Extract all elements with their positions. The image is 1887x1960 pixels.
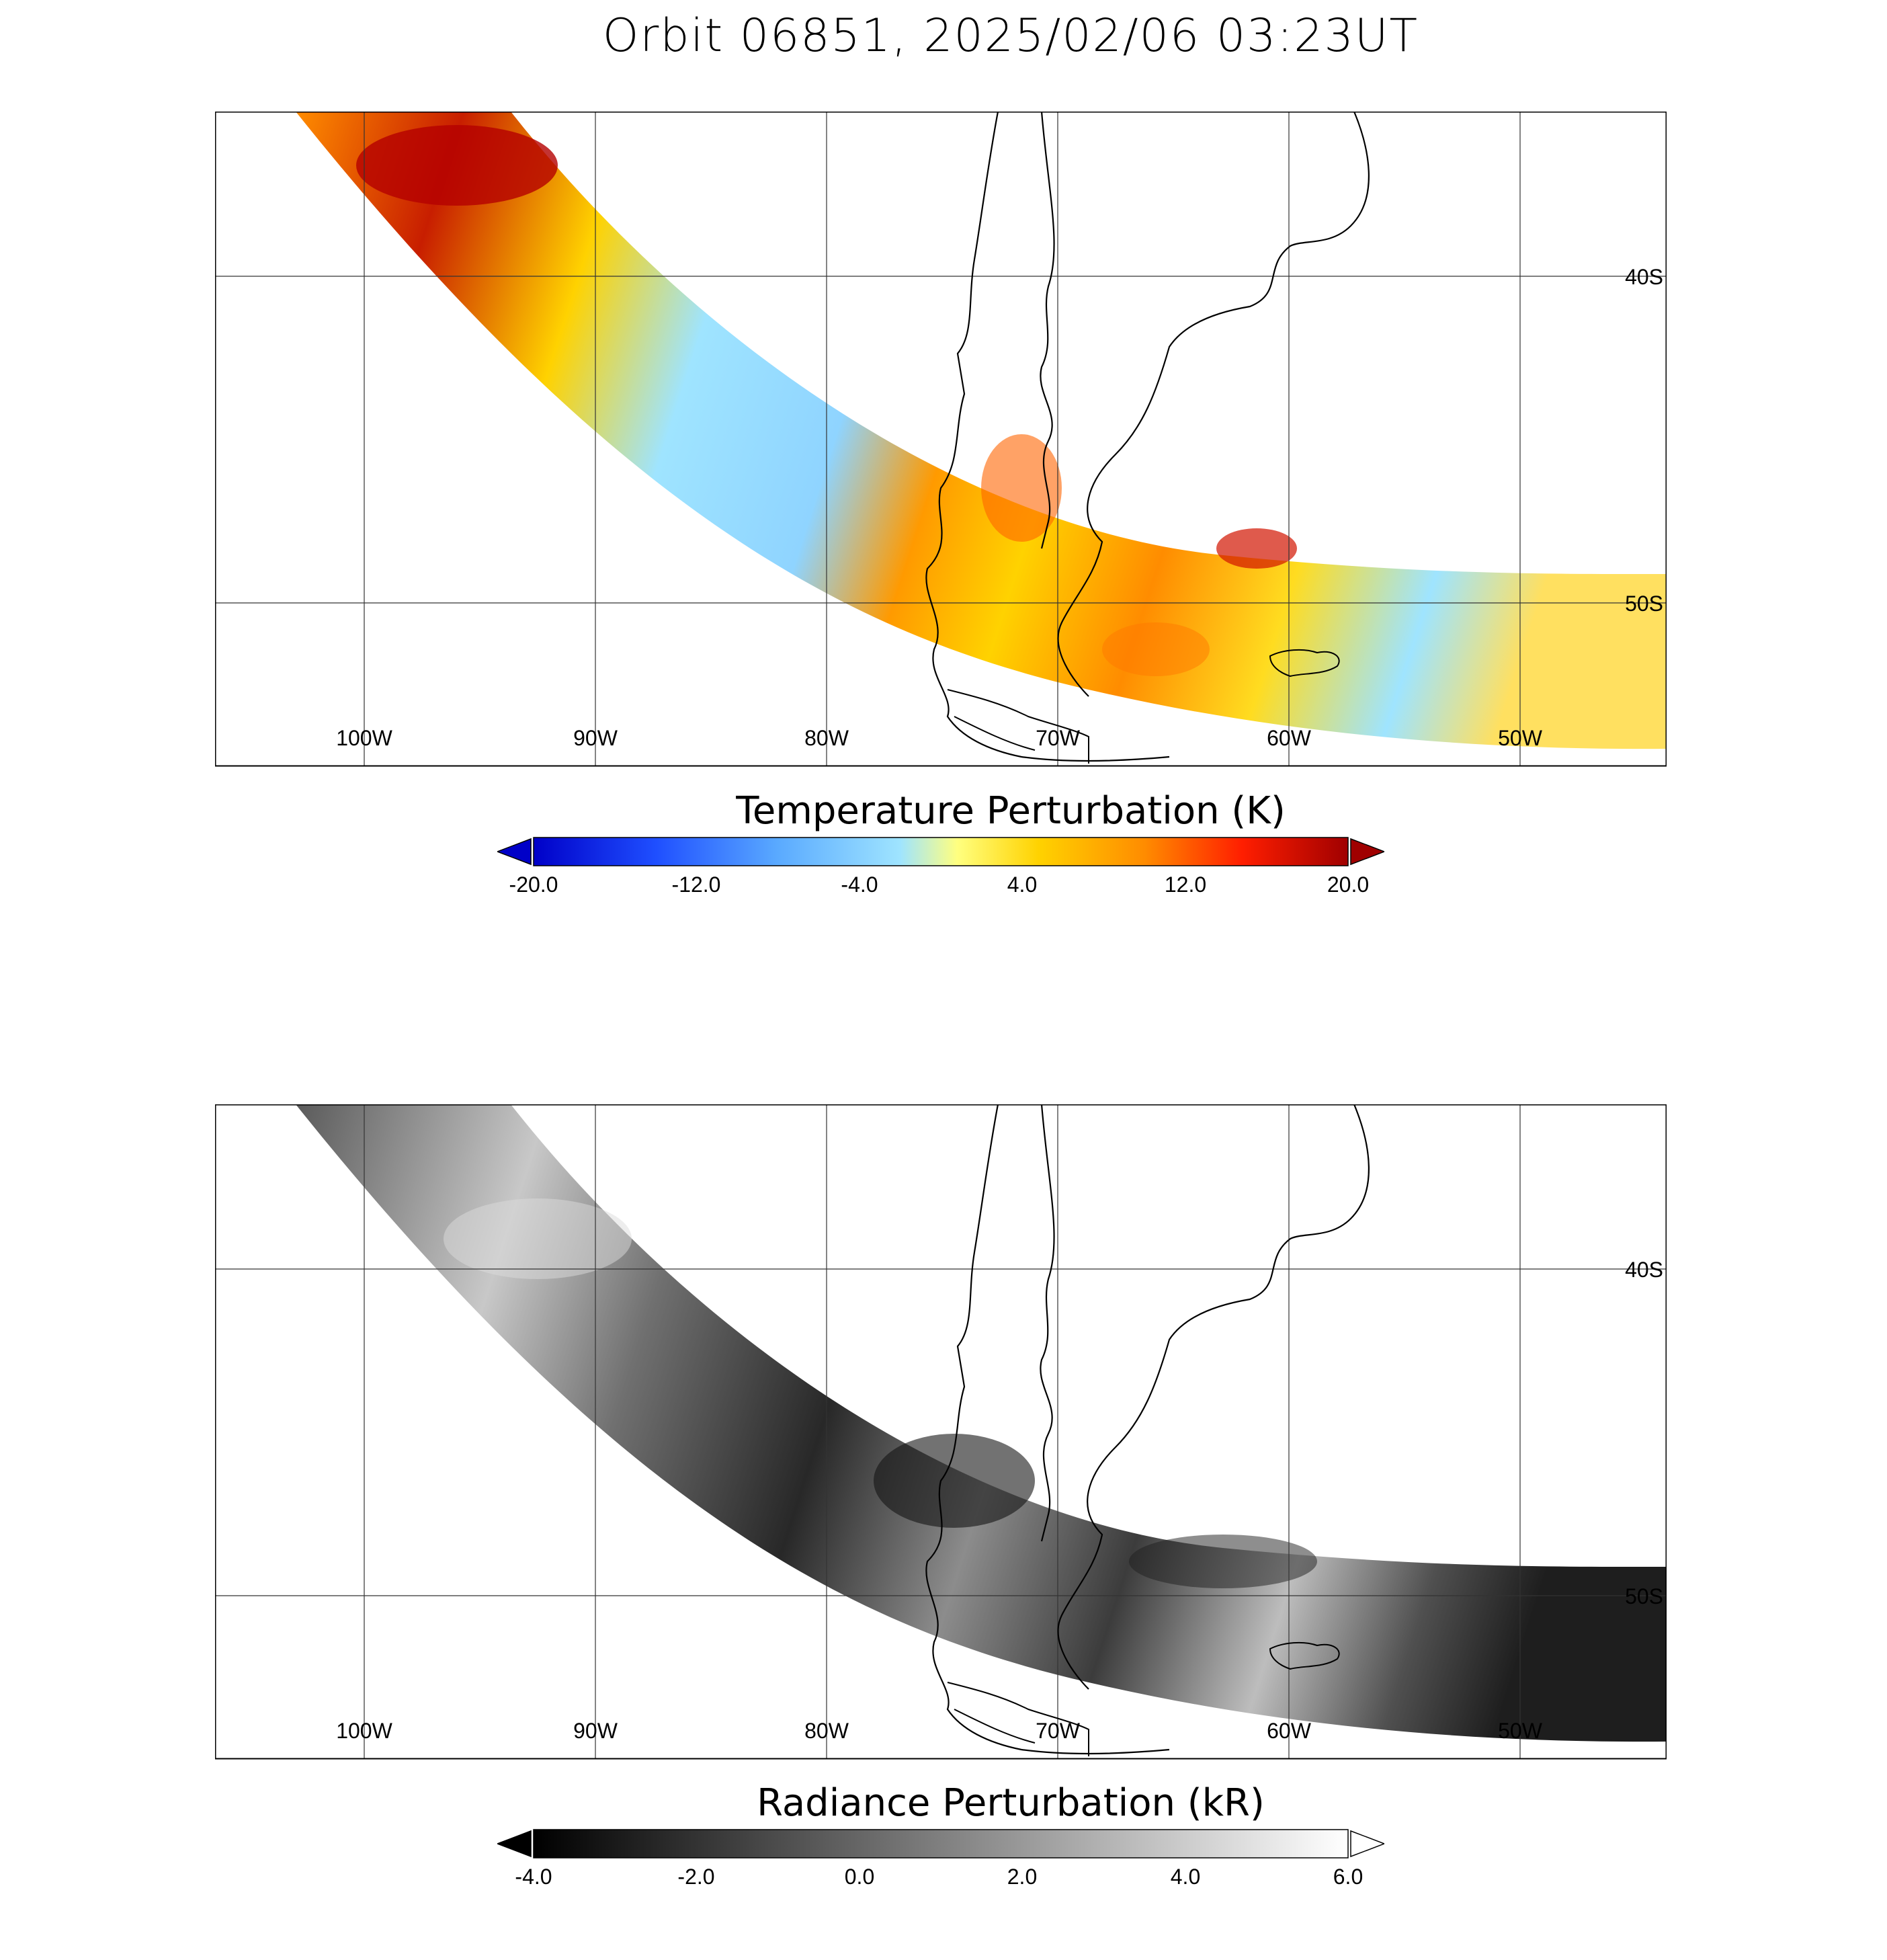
cb-tick: 20.0 [1327,872,1370,897]
cb-tick: -4.0 [841,872,878,897]
lon-label-70w: 70W [1036,1719,1081,1743]
lon-label-80w: 80W [804,1719,849,1743]
lat-label-50s: 50S [1625,1584,1663,1608]
lat-label-40s: 40S [1625,265,1663,289]
temperature-colorbar-title: Temperature Perturbation (K) [736,789,1286,833]
cb-tick: 4.0 [1170,1865,1201,1889]
temperature-map-panel: 100W 90W 80W 70W 60W 50W 40S 50S [215,112,1667,767]
cb-tick: 6.0 [1333,1865,1364,1889]
tierra-del-fuego [947,689,1089,764]
falkland-islands [1269,1641,1340,1670]
radiance-swath [296,1104,1667,1742]
lon-label-60w: 60W [1267,726,1312,750]
temperature-colorbar-ticks: -20.0 -12.0 -4.0 4.0 12.0 20.0 [497,872,1384,899]
lon-label-50w: 50W [1498,1719,1543,1743]
radiance-map-panel: 100W 90W 80W 70W 60W 50W 40S 50S [215,1104,1667,1760]
map-frame [215,1104,1667,1760]
lon-label-70w: 70W [1036,726,1081,750]
cb-tick: 2.0 [1007,1865,1038,1889]
cb-tick: -2.0 [677,1865,715,1889]
map-frame [215,112,1667,767]
lat-label-40s: 40S [1625,1258,1663,1282]
lon-label-60w: 60W [1267,1719,1312,1743]
lat-label-50s: 50S [1625,591,1663,616]
cb-tick: 4.0 [1007,872,1038,897]
lon-label-100w: 100W [336,1719,392,1743]
colorbar-min-arrow [495,1830,532,1858]
graticule [215,1104,1667,1759]
radiance-colorbar [495,1828,1386,1859]
tierra-del-fuego [947,1682,1089,1756]
figure-title: Orbit 06851, 2025/02/06 03:23UT [602,9,1419,63]
falkland-islands [1269,649,1340,678]
lon-label-50w: 50W [1498,726,1543,750]
temperature-swath [296,112,1667,749]
colorbar-max-arrow [1350,838,1386,866]
radiance-colorbar-title: Radiance Perturbation (kR) [757,1781,1265,1825]
cb-tick: -20.0 [509,872,558,897]
cb-tick: 0.0 [844,1865,875,1889]
lon-label-90w: 90W [573,726,618,750]
temperature-colorbar [495,836,1386,867]
lon-label-90w: 90W [573,1719,618,1743]
lon-label-80w: 80W [804,726,849,750]
cb-tick: 12.0 [1164,872,1207,897]
cb-tick: -4.0 [515,1865,552,1889]
colorbar-max-arrow [1350,1830,1386,1858]
coastline [925,1104,1370,1755]
graticule [215,112,1667,766]
lon-label-100w: 100W [336,726,392,750]
radiance-colorbar-ticks: -4.0 -2.0 0.0 2.0 4.0 6.0 [497,1865,1384,1891]
cb-tick: -12.0 [671,872,721,897]
colorbar-min-arrow [495,838,532,866]
coastline [925,112,1370,762]
